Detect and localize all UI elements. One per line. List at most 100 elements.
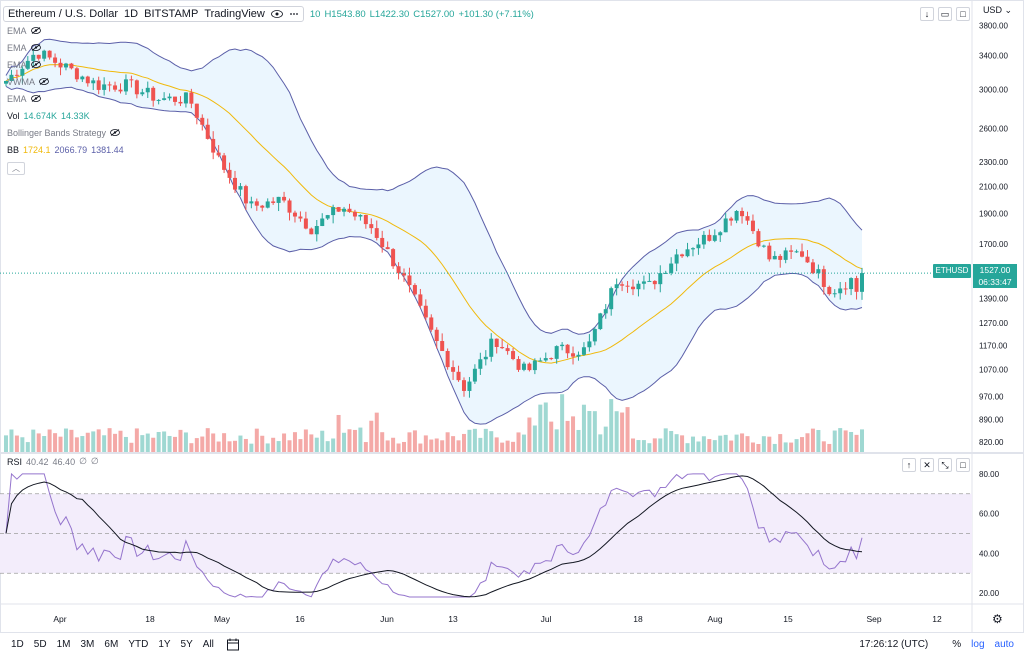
currency-selector[interactable]: USD ⌄ <box>982 5 1012 15</box>
candle-body <box>352 211 357 217</box>
strategy-name: Bollinger Bands Strategy <box>7 128 107 138</box>
price-tick-label: 1270.00 <box>979 319 1008 328</box>
percent-toggle[interactable]: % <box>952 639 962 650</box>
time-tick-label: 13 <box>448 614 458 624</box>
candle-body <box>314 226 319 235</box>
candle-body <box>434 329 439 342</box>
volume-legend[interactable]: Vol 14.674K 14.33K <box>7 111 90 121</box>
hidden-eye-icon[interactable] <box>39 77 49 87</box>
candle-body <box>107 84 112 86</box>
range-5y[interactable]: 5Y <box>180 639 193 650</box>
auto-toggle[interactable]: auto <box>994 639 1014 650</box>
volume-bar <box>690 436 695 452</box>
gear-icon[interactable]: ⚙ <box>992 612 1003 626</box>
close-icon[interactable]: ✕ <box>920 458 934 472</box>
range-3m[interactable]: 3M <box>80 639 95 650</box>
strategy-legend[interactable]: Bollinger Bands Strategy <box>7 128 120 138</box>
candle-body <box>838 288 843 294</box>
collapse-legend-icon[interactable]: ︿ <box>7 162 25 175</box>
rsi-value-4: ∅ <box>90 456 99 466</box>
volume-bar <box>494 437 499 452</box>
rsi-line <box>5 472 863 598</box>
resize-icon[interactable]: ⤡ <box>938 458 952 472</box>
bollinger-legend[interactable]: BB 1724.1 2066.79 1381.44 <box>7 145 124 155</box>
hidden-eye-icon[interactable] <box>30 43 41 53</box>
symbol-bar[interactable]: Ethereum / U.S. Dollar 1D BITSTAMP Tradi… <box>3 5 534 23</box>
volume-bar <box>58 436 63 452</box>
candle-body <box>189 92 194 104</box>
candle-body <box>511 351 516 360</box>
volume-bar <box>358 427 363 452</box>
range-all[interactable]: All <box>202 639 214 650</box>
volume-bar <box>102 435 107 452</box>
range-1y[interactable]: 1Y <box>158 639 171 650</box>
symbol-info[interactable]: Ethereum / U.S. Dollar 1D BITSTAMP Tradi… <box>3 6 304 22</box>
legend-row-3[interactable]: EMA <box>7 60 41 70</box>
eye-icon[interactable] <box>270 10 283 18</box>
time-tick-label: Apr <box>53 614 66 624</box>
volume-bar <box>778 434 783 452</box>
volume-bar <box>222 433 227 452</box>
candle-body <box>102 84 107 90</box>
range-ytd[interactable]: YTD <box>128 639 149 650</box>
candle-body <box>249 201 254 204</box>
range-1m[interactable]: 1M <box>56 639 71 650</box>
candle-body <box>145 87 150 93</box>
log-toggle[interactable]: log <box>971 639 985 650</box>
range-6m[interactable]: 6M <box>104 639 119 650</box>
volume-bar <box>145 433 150 452</box>
candle-body <box>363 215 368 225</box>
candle-body <box>849 278 854 290</box>
candle-body <box>641 281 646 284</box>
legend-row-4[interactable]: VWMA <box>7 77 49 87</box>
candle-body <box>603 309 608 314</box>
volume-bar <box>9 429 14 452</box>
maximize-rsi-icon[interactable]: □ <box>956 458 970 472</box>
legend-row-5[interactable]: EMA <box>7 94 41 104</box>
volume-bar <box>91 431 96 452</box>
indicator-name: VWMA <box>7 77 35 87</box>
candle-body <box>772 255 777 260</box>
volume-bar <box>282 433 287 452</box>
move-up-icon[interactable]: ↑ <box>902 458 916 472</box>
candle-body <box>707 234 712 241</box>
rsi-tick-label: 60.00 <box>979 510 1000 519</box>
candle-body <box>42 50 47 59</box>
volume-bar <box>113 433 118 452</box>
hidden-eye-icon[interactable] <box>30 94 41 104</box>
candle-body <box>407 275 412 286</box>
hidden-eye-icon[interactable] <box>30 60 41 70</box>
rsi-tick-label: 20.00 <box>979 589 1000 598</box>
hidden-eye-icon[interactable] <box>30 26 41 36</box>
bottom-toolbar: 1D 5D 1M 3M 6M YTD 1Y 5Y All 17:26:12 (UTC) % lo… <box>0 632 1024 659</box>
candle-body <box>761 245 766 247</box>
volume-bar <box>538 404 543 452</box>
volume-bar <box>183 432 188 452</box>
volume-bar <box>167 435 172 452</box>
price-tick-label: 970.00 <box>979 392 1004 401</box>
volume-bar <box>516 432 521 452</box>
utc-clock[interactable]: 17:26:12 (UTC) <box>859 639 929 650</box>
move-down-icon[interactable]: ↓ <box>920 7 934 21</box>
legend-row-1[interactable]: EMA <box>7 26 41 36</box>
candle-body <box>685 249 690 257</box>
volume-bar <box>189 443 194 452</box>
more-icon[interactable] <box>289 10 299 18</box>
calendar-icon[interactable] <box>227 638 239 651</box>
range-1d[interactable]: 1D <box>11 639 24 650</box>
legend-row-2[interactable]: EMA <box>7 43 41 53</box>
volume-bar <box>20 437 25 452</box>
candle-body <box>696 244 701 249</box>
time-tick-label: Jul <box>541 614 552 624</box>
volume-bar <box>701 436 706 452</box>
candle-body <box>325 215 330 219</box>
volume-bar <box>543 402 548 452</box>
volume-bar <box>821 441 826 452</box>
ohlc-readout: 10 H1543.80 L1422.30 C1527.00 +101.30 (+… <box>310 9 534 20</box>
symbol-name: Ethereum / U.S. Dollar <box>8 8 119 20</box>
maximize-icon[interactable]: □ <box>956 7 970 21</box>
collapse-icon[interactable]: ▭ <box>938 7 952 21</box>
hidden-eye-icon[interactable] <box>110 128 120 138</box>
range-5d[interactable]: 5D <box>33 639 47 650</box>
